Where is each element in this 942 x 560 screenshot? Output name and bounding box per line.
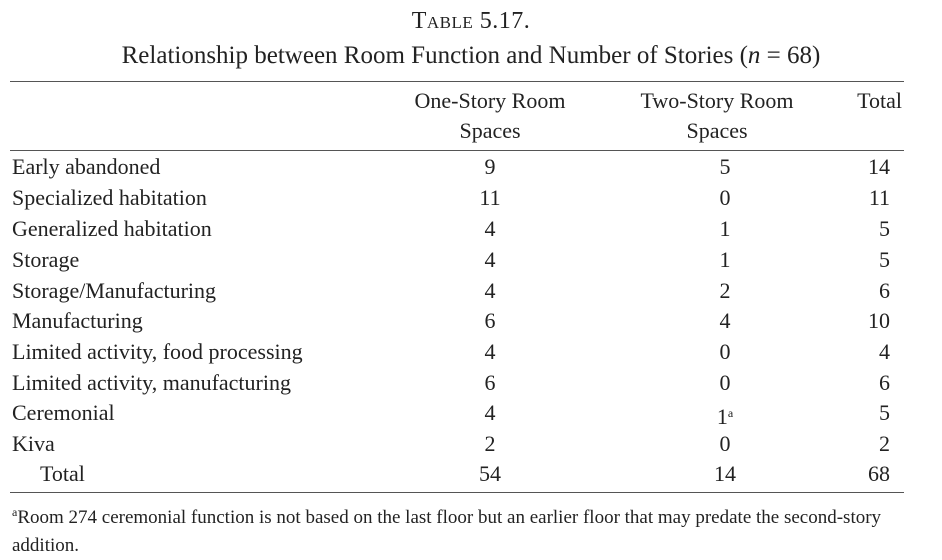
cell-one-story: 6 bbox=[484, 370, 496, 395]
cell-total: 6 bbox=[879, 278, 890, 303]
cell-total: 5 bbox=[879, 400, 890, 425]
top-rule bbox=[10, 81, 904, 82]
cell-one-story: 4 bbox=[484, 247, 496, 272]
footnote-mark: a bbox=[12, 505, 18, 519]
total-two-story: 14 bbox=[714, 461, 736, 486]
cell-two-story: 0 bbox=[719, 431, 731, 456]
cell-one-story: 11 bbox=[479, 185, 501, 210]
cell-one-story: 4 bbox=[484, 216, 496, 241]
cell-one-story: 4 bbox=[484, 400, 496, 425]
cell-two-story: 1 bbox=[719, 247, 731, 272]
header-rule bbox=[10, 150, 904, 151]
row-label: Limited activity, food processing bbox=[12, 339, 303, 364]
cell-two-story: 0 bbox=[719, 185, 731, 210]
row-label: Generalized habitation bbox=[12, 216, 212, 241]
header-two-story-line1: Two-Story Room bbox=[640, 88, 794, 113]
row-label: Storage bbox=[12, 247, 80, 272]
header-two-story: Two-Story Room Spaces bbox=[612, 86, 822, 146]
row-label: Kiva bbox=[12, 431, 55, 456]
cell-total: 5 bbox=[879, 216, 890, 241]
cell-two-story: 1a bbox=[685, 398, 765, 432]
cell-one-story: 4 bbox=[484, 339, 496, 364]
table-title-text: Relationship between Room Function and N… bbox=[121, 42, 748, 69]
cell-total: 14 bbox=[868, 154, 890, 179]
header-one-story-line2: Spaces bbox=[459, 118, 521, 143]
cell-one-story: 9 bbox=[484, 154, 496, 179]
footnote-text: Room 274 ceremonial function is not base… bbox=[12, 507, 882, 556]
footnote: aRoom 274 ceremonial function is not bas… bbox=[12, 498, 907, 560]
header-one-story-line1: One-Story Room bbox=[414, 88, 566, 113]
cell-total: 6 bbox=[879, 370, 890, 395]
total-label: Total bbox=[40, 461, 85, 486]
row-label: Early abandoned bbox=[12, 154, 161, 179]
row-label: Manufacturing bbox=[12, 308, 143, 333]
header-two-story-line2: Spaces bbox=[686, 118, 748, 143]
header-total-text: Total bbox=[857, 88, 902, 113]
cell-two-story-value: 1 bbox=[716, 404, 728, 429]
row-label: Limited activity, manufacturing bbox=[12, 370, 291, 395]
cell-total: 5 bbox=[879, 247, 890, 272]
table-title: Relationship between Room Function and N… bbox=[0, 42, 942, 70]
total-total: 68 bbox=[868, 461, 890, 486]
cell-two-story: 0 bbox=[719, 370, 731, 395]
cell-two-story: 1 bbox=[719, 216, 731, 241]
total-one-story: 54 bbox=[479, 461, 501, 486]
table-title-suffix: = 68) bbox=[760, 42, 821, 69]
footnote-ref: a bbox=[727, 406, 734, 420]
cell-two-story: 5 bbox=[719, 154, 731, 179]
header-total: Total bbox=[830, 86, 902, 116]
row-label: Ceremonial bbox=[12, 400, 115, 425]
cell-two-story: 2 bbox=[719, 278, 731, 303]
cell-total: 2 bbox=[879, 431, 890, 456]
row-label: Specialized habitation bbox=[12, 185, 207, 210]
cell-total: 11 bbox=[868, 185, 890, 210]
cell-one-story: 2 bbox=[484, 431, 496, 456]
table-number: Table 5.17. bbox=[0, 8, 942, 35]
cell-one-story: 4 bbox=[484, 278, 496, 303]
cell-two-story: 4 bbox=[719, 308, 731, 333]
header-one-story: One-Story Room Spaces bbox=[385, 86, 595, 146]
cell-total: 10 bbox=[868, 308, 890, 333]
table-number-text: Table 5.17. bbox=[411, 8, 531, 34]
table-title-n: n bbox=[747, 42, 761, 69]
cell-two-story: 0 bbox=[719, 339, 731, 364]
row-label: Storage/Manufacturing bbox=[12, 278, 217, 303]
bottom-rule bbox=[10, 492, 904, 493]
cell-total: 4 bbox=[879, 339, 890, 364]
cell-one-story: 6 bbox=[484, 308, 496, 333]
